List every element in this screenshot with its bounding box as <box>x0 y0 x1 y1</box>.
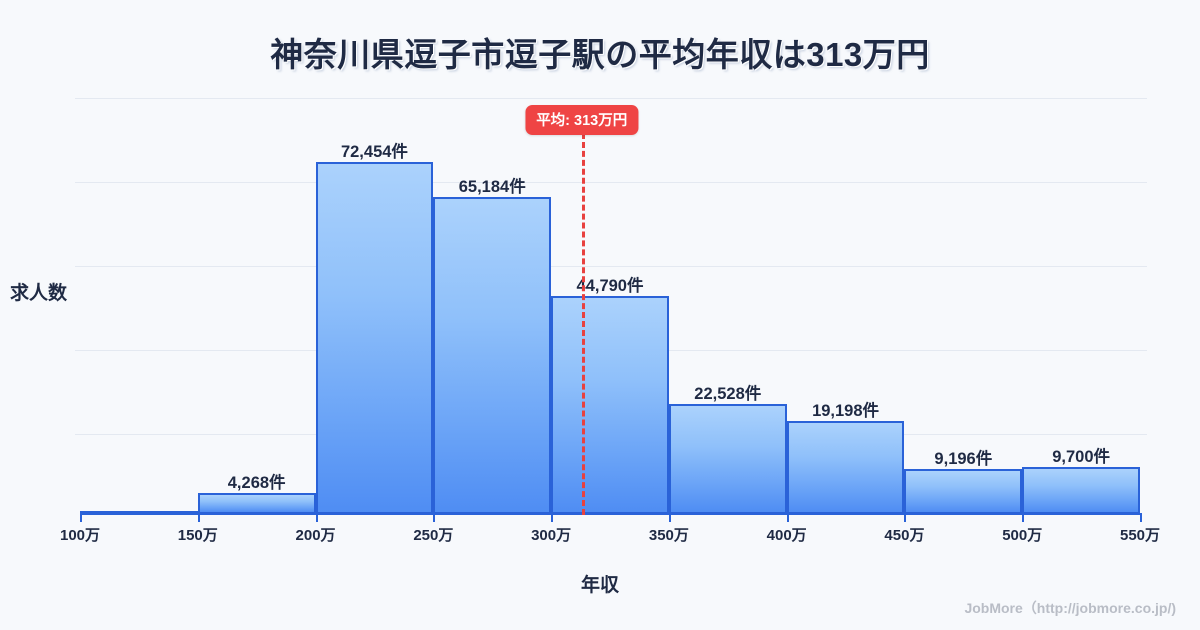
x-axis-tick <box>1140 513 1142 522</box>
x-axis-tick-label: 200万 <box>295 527 336 544</box>
bar-100万-150万 <box>80 511 198 514</box>
x-axis-tick <box>315 513 318 522</box>
bar-450万-500万 <box>904 469 1023 514</box>
bar-value-label: 65,184件 <box>458 178 526 197</box>
bar-value-label: 44,790件 <box>576 277 644 296</box>
gridline <box>75 182 1147 183</box>
bar-value-label: 9,700件 <box>1052 447 1111 466</box>
x-axis-tick-label: 500万 <box>1002 527 1043 544</box>
x-axis-tick <box>551 513 554 522</box>
x-axis-tick-label: 150万 <box>177 527 218 544</box>
bar-350万-400万 <box>668 404 787 514</box>
bar-value-label: 19,198件 <box>812 401 880 420</box>
page-title: 神奈川県逗子市逗子駅の平均年収は313万円 <box>270 36 930 73</box>
x-axis-tick <box>668 513 671 522</box>
x-axis-tick-label: 400万 <box>766 527 807 544</box>
bar-200万-250万 <box>315 161 434 514</box>
bar-500万-550万 <box>1022 466 1140 514</box>
gridline <box>75 266 1147 267</box>
bar-value-label: 9,196件 <box>934 450 993 469</box>
x-axis-tick-label: 300万 <box>531 527 572 544</box>
x-axis-tick-label: 550万 <box>1119 527 1161 544</box>
plot-area: 4,268件 72,454件 65,184件 44,790件 22,528件 19,198… <box>75 96 1147 514</box>
x-axis-tick <box>197 513 200 522</box>
x-axis-tick <box>904 513 907 522</box>
x-axis-tick <box>433 513 436 522</box>
footer-credit: JobMore（http://jobmore.co.jp/) <box>964 600 1176 616</box>
bar-300万-350万 <box>551 296 669 514</box>
x-axis-tick <box>80 513 82 522</box>
y-axis-title: 求人数 <box>10 283 68 304</box>
x-axis-tick <box>786 513 789 522</box>
bar-250万-300万 <box>433 197 552 514</box>
bar-value-label: 72,454件 <box>340 142 408 161</box>
x-axis-tick-label: 350万 <box>648 527 689 544</box>
gridline <box>75 98 1147 99</box>
x-axis-line <box>80 513 1142 515</box>
bar-150万-200万 <box>197 493 316 514</box>
bars-layer: 4,268件 72,454件 65,184件 44,790件 22,528件 19,198… <box>80 96 1140 514</box>
bar-400万-450万 <box>786 420 905 514</box>
x-axis-tick <box>1022 513 1025 522</box>
average-badge: 平均: 313万円 <box>525 105 639 135</box>
bar-value-label: 22,528件 <box>694 385 762 404</box>
x-axis-tick-label: 250万 <box>413 527 454 544</box>
x-axis-tick-label: 100万 <box>59 527 101 544</box>
average-line <box>581 133 585 515</box>
bar-value-label: 4,268件 <box>227 474 286 493</box>
x-axis-title: 年収 <box>580 575 619 596</box>
x-axis-tick-label: 450万 <box>884 527 925 544</box>
